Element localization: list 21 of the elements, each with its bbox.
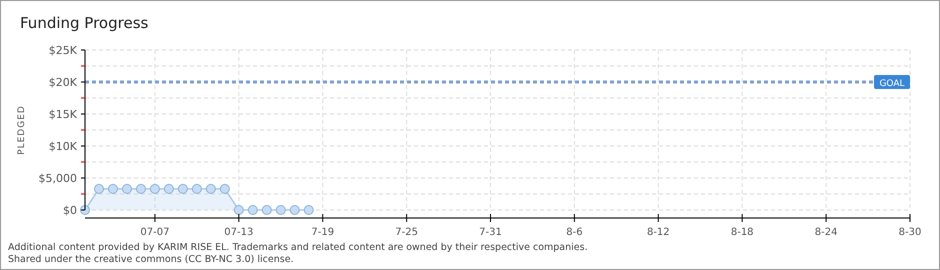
x-tick-label: 8-24: [814, 227, 838, 238]
x-tick-label: 8-18: [730, 227, 754, 238]
x-tick-label: 7-19: [311, 227, 334, 238]
text: Additional content provided by KARIM RISE EL. Trademarks and related content are owned by their respective companies.: [8, 242, 588, 253]
x-tick-label: 07-13: [224, 227, 254, 238]
ref-line-label: GOAL: [879, 79, 905, 89]
text: Shared under the creative commons (CC BY-NC 3.0) license.: [8, 254, 294, 265]
y-tick-label: $5,000: [38, 172, 77, 185]
x-tick-label: 7-31: [479, 227, 502, 238]
y-tick-label: $0: [63, 204, 77, 217]
x-tick-label: 7-25: [395, 227, 418, 238]
chart-title: Funding Progress: [20, 14, 149, 32]
y-tick-label: $25K: [48, 44, 78, 57]
x-tick-label: 07-07: [140, 227, 170, 238]
x-tick-label: 8-6: [566, 227, 583, 238]
y-axis-title: PLEDGED: [17, 105, 27, 155]
x-tick-label: 8-12: [646, 227, 670, 238]
y-tick-label: $20K: [48, 76, 78, 89]
y-tick-label: $15K: [48, 108, 78, 121]
x-tick-label: 8-30: [898, 227, 922, 238]
y-tick-label: $10K: [48, 140, 78, 153]
